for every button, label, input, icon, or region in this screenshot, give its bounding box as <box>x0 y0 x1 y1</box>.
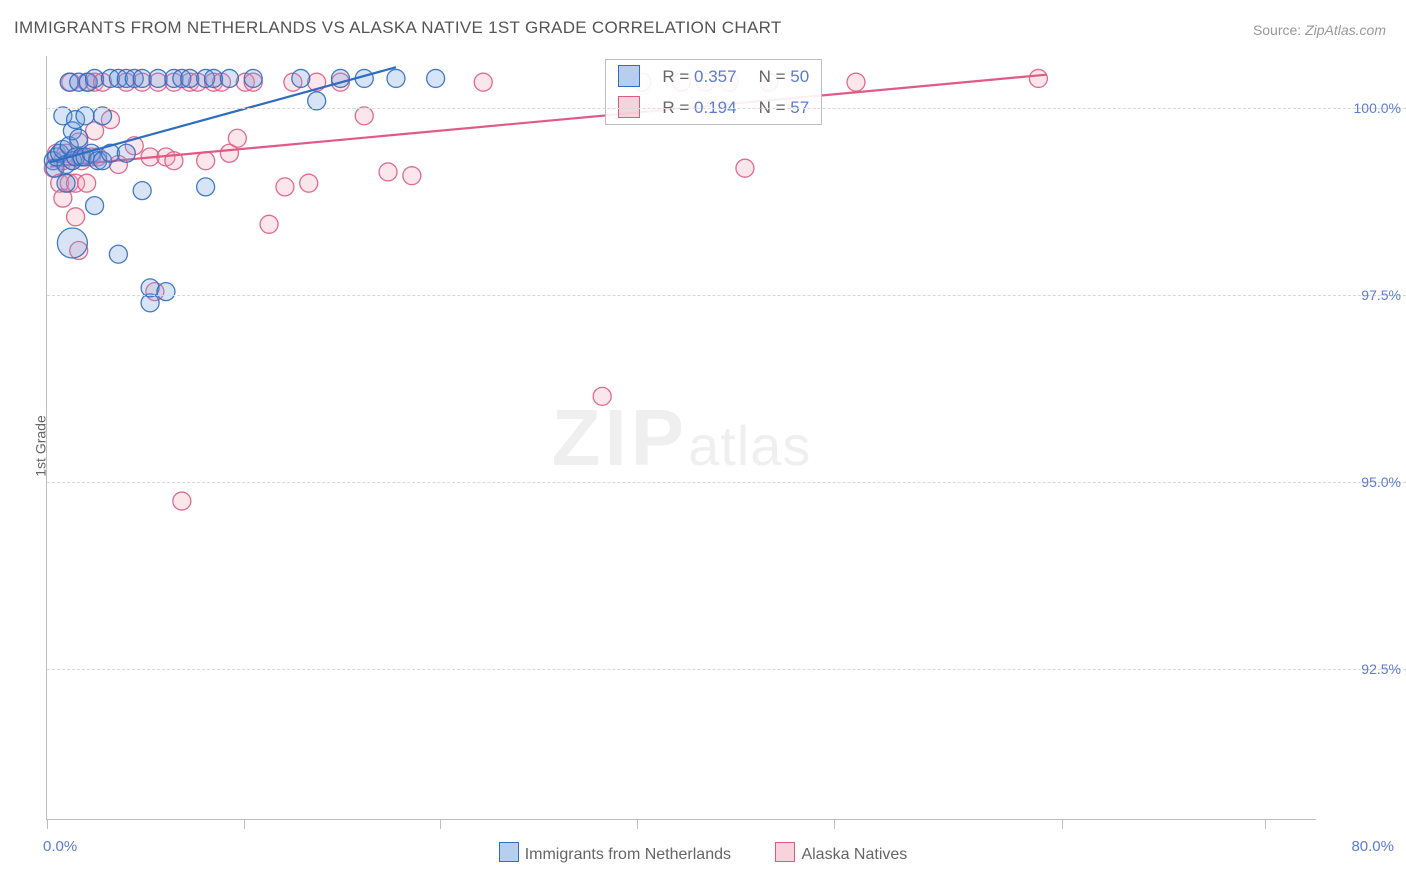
r-label: R = <box>662 98 689 117</box>
data-point <box>220 69 238 87</box>
n-value-a: 50 <box>790 67 809 86</box>
chart-title: IMMIGRANTS FROM NETHERLANDS VS ALASKA NA… <box>14 18 782 38</box>
data-point <box>78 174 96 192</box>
r-label: R = <box>662 67 689 86</box>
data-point <box>403 167 421 185</box>
data-point <box>157 283 175 301</box>
swatch-series-a <box>618 65 640 87</box>
source-label: Source: <box>1253 22 1301 38</box>
data-point <box>292 69 310 87</box>
legend-label-a: Immigrants from Netherlands <box>525 846 731 863</box>
n-label: N = <box>759 98 786 117</box>
data-point <box>308 92 326 110</box>
data-point <box>67 208 85 226</box>
x-tick <box>1265 819 1266 829</box>
stats-row-series-a: R = 0.357 N = 50 <box>608 62 819 91</box>
data-point <box>117 144 135 162</box>
data-point <box>57 228 87 258</box>
chart-svg <box>47 56 1316 819</box>
data-point <box>228 129 246 147</box>
legend-swatch-b <box>775 842 795 862</box>
y-tick-label: 100.0% <box>1354 100 1401 116</box>
data-point <box>593 387 611 405</box>
data-point <box>197 178 215 196</box>
gridline-h <box>47 669 1406 670</box>
legend-swatch-a <box>499 842 519 862</box>
r-value-a: 0.357 <box>694 67 737 86</box>
data-point <box>244 69 262 87</box>
data-point <box>387 69 405 87</box>
data-point <box>474 73 492 91</box>
x-tick <box>440 819 441 829</box>
x-tick <box>244 819 245 829</box>
data-point <box>1029 69 1047 87</box>
data-point <box>260 215 278 233</box>
r-value-b: 0.194 <box>694 98 737 117</box>
legend-label-b: Alaska Natives <box>801 846 907 863</box>
x-tick <box>834 819 835 829</box>
x-tick <box>637 819 638 829</box>
n-value-b: 57 <box>790 98 809 117</box>
data-point <box>197 152 215 170</box>
y-tick-label: 95.0% <box>1361 474 1401 490</box>
data-point <box>94 107 112 125</box>
data-point <box>173 492 191 510</box>
gridline-h <box>47 108 1406 109</box>
data-point <box>133 182 151 200</box>
data-point <box>57 174 75 192</box>
data-point <box>300 174 318 192</box>
data-point <box>70 129 88 147</box>
swatch-series-b <box>618 96 640 118</box>
data-point <box>355 107 373 125</box>
data-point <box>427 69 445 87</box>
data-point <box>847 73 865 91</box>
data-point <box>141 279 159 297</box>
x-tick <box>47 819 48 829</box>
legend-bottom: Immigrants from Netherlands Alaska Nativ… <box>0 842 1406 864</box>
stats-legend-box: R = 0.357 N = 50 R = 0.194 N = 57 <box>605 59 822 125</box>
data-point <box>109 245 127 263</box>
y-tick-label: 92.5% <box>1361 661 1401 677</box>
data-point <box>736 159 754 177</box>
gridline-h <box>47 482 1406 483</box>
gridline-h <box>47 295 1406 296</box>
data-point <box>76 107 94 125</box>
source-value: ZipAtlas.com <box>1305 22 1386 38</box>
legend-item-a: Immigrants from Netherlands <box>499 846 736 863</box>
data-point <box>379 163 397 181</box>
source-credit: Source: ZipAtlas.com <box>1253 22 1386 38</box>
n-label: N = <box>759 67 786 86</box>
data-point <box>86 197 104 215</box>
y-tick-label: 97.5% <box>1361 287 1401 303</box>
x-tick <box>1062 819 1063 829</box>
data-point <box>276 178 294 196</box>
legend-item-b: Alaska Natives <box>775 846 907 863</box>
plot-area: ZIPatlas R = 0.357 N = 50 R = 0.194 N = … <box>46 56 1316 820</box>
